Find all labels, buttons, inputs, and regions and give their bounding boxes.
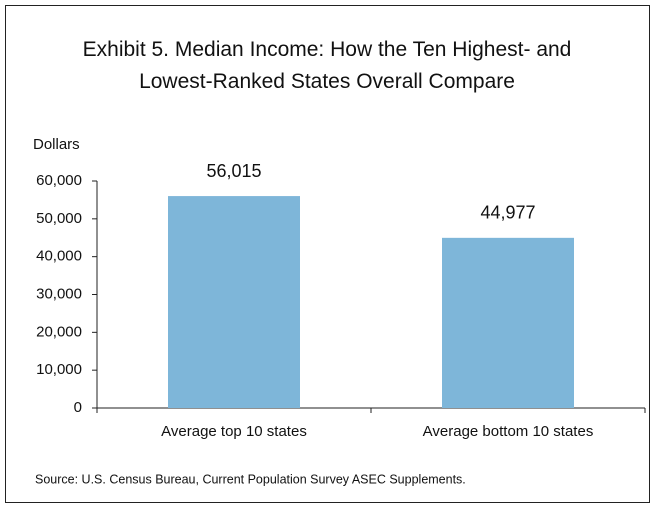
- x-tick-label: Average top 10 states: [161, 423, 307, 440]
- bar: [168, 196, 300, 408]
- value-label: 44,977: [480, 203, 535, 223]
- y-tick-label: 20,000: [36, 323, 82, 340]
- x-tick-label: Average bottom 10 states: [423, 423, 594, 440]
- value-label: 56,015: [206, 161, 261, 181]
- y-tick-label: 60,000: [36, 172, 82, 189]
- y-tick-label: 30,000: [36, 285, 82, 302]
- y-tick-label: 10,000: [36, 361, 82, 378]
- y-tick-label: 0: [74, 399, 82, 416]
- chart-title: Exhibit 5. Median Income: How the Ten Hi…: [82, 38, 572, 93]
- bar: [442, 237, 574, 408]
- y-tick-label: 50,000: [36, 210, 82, 227]
- y-axis-label: Dollars: [33, 136, 80, 153]
- frame: [5, 5, 650, 503]
- source-note: Source: U.S. Census Bureau, Current Popu…: [35, 472, 466, 486]
- y-tick-label: 40,000: [36, 248, 82, 265]
